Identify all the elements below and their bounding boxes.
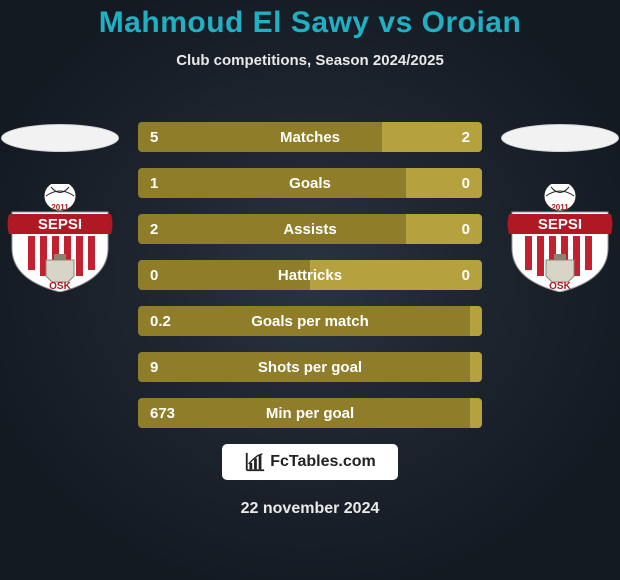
stat-left-value: 2	[138, 214, 406, 244]
svg-text:OSK: OSK	[549, 281, 571, 292]
player-left-club-badge: SEPSI 2011 OSK	[6, 184, 114, 292]
svg-text:2011: 2011	[551, 203, 569, 212]
fctables-logo: FcTables.com	[222, 444, 398, 480]
stat-right-value: 2	[382, 122, 482, 152]
stat-bar: 10Goals	[138, 168, 482, 198]
svg-text:SEPSI: SEPSI	[38, 216, 82, 233]
player-left-photo-placeholder	[1, 124, 119, 152]
stat-left-value: 5	[138, 122, 382, 152]
player-left-column: SEPSI 2011 OSK	[0, 124, 120, 292]
stat-left-value: 0	[138, 260, 310, 290]
player-right-photo-placeholder	[501, 124, 619, 152]
stat-right-value: 0	[406, 168, 482, 198]
comparison-title: Mahmoud El Sawy vs Oroian	[0, 0, 620, 40]
player-right-club-badge: SEPSI 2011 OSK	[506, 184, 614, 292]
stat-right-value	[470, 398, 482, 428]
stat-right-value: 0	[406, 214, 482, 244]
player-right-column: SEPSI 2011 OSK	[500, 124, 620, 292]
stat-bar: 0.2Goals per match	[138, 306, 482, 336]
stat-bar: 673Min per goal	[138, 398, 482, 428]
stat-right-value	[470, 352, 482, 382]
comparison-subtitle: Club competitions, Season 2024/2025	[0, 52, 620, 69]
stat-left-value: 1	[138, 168, 406, 198]
stat-bar: 9Shots per goal	[138, 352, 482, 382]
stat-bars: 52Matches 10Goals 20Assists 00Hattricks 0.2G…	[138, 122, 482, 444]
bar-chart-icon	[244, 451, 266, 473]
stat-left-value: 0.2	[138, 306, 470, 336]
svg-text:2011: 2011	[51, 203, 69, 212]
stat-right-value: 0	[310, 260, 482, 290]
comparison-date: 22 november 2024	[241, 500, 380, 518]
stat-bar: 20Assists	[138, 214, 482, 244]
svg-text:OSK: OSK	[49, 281, 71, 292]
svg-text:SEPSI: SEPSI	[538, 216, 582, 233]
stat-left-value: 673	[138, 398, 470, 428]
stat-bar: 00Hattricks	[138, 260, 482, 290]
stat-bar: 52Matches	[138, 122, 482, 152]
stat-left-value: 9	[138, 352, 470, 382]
stat-right-value	[470, 306, 482, 336]
fctables-logo-text: FcTables.com	[270, 453, 376, 471]
